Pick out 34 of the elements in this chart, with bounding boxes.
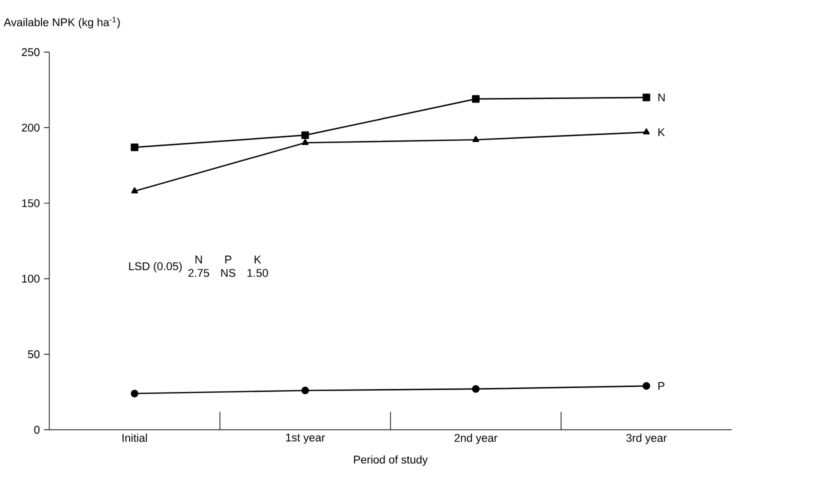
point bbox=[642, 382, 650, 390]
annotation: 2.75 bbox=[188, 269, 210, 278]
annotation: N bbox=[196, 256, 202, 264]
y-axis-title: Available NPK (kg ha$^{-1}$) bbox=[4, 16, 120, 29]
x-tick-label: 1st year bbox=[286, 434, 325, 444]
point bbox=[130, 390, 138, 398]
annotation: P bbox=[225, 256, 232, 264]
x-tick-label: 3rd year bbox=[626, 434, 667, 444]
annotation: K bbox=[254, 256, 262, 264]
point bbox=[643, 128, 650, 135]
point bbox=[301, 132, 309, 140]
point bbox=[130, 144, 138, 152]
series-label: N bbox=[658, 94, 665, 102]
y-tick-label: 0 bbox=[34, 426, 40, 434]
x-axis-title: Period of study bbox=[354, 455, 428, 466]
point bbox=[472, 385, 480, 393]
y-tick-label: 250 bbox=[22, 48, 40, 56]
y-tick-label: 50 bbox=[28, 350, 40, 358]
point bbox=[642, 94, 650, 102]
annotation: NS bbox=[221, 269, 236, 278]
y-tick-label: 200 bbox=[22, 124, 40, 132]
x-tick-label: Initial bbox=[122, 434, 147, 442]
y-tick-label: 150 bbox=[22, 199, 40, 208]
point bbox=[472, 95, 480, 103]
y-tick-label: 100 bbox=[22, 274, 40, 283]
point bbox=[302, 139, 309, 146]
annotation: LSD (0.05) bbox=[129, 262, 182, 273]
annotation: 1.50 bbox=[247, 269, 268, 278]
point bbox=[472, 136, 480, 142]
point bbox=[131, 187, 138, 194]
series-label: K bbox=[658, 128, 665, 136]
point bbox=[301, 386, 309, 394]
series-label: P bbox=[658, 382, 664, 390]
x-tick-label: 2nd year bbox=[454, 434, 498, 444]
